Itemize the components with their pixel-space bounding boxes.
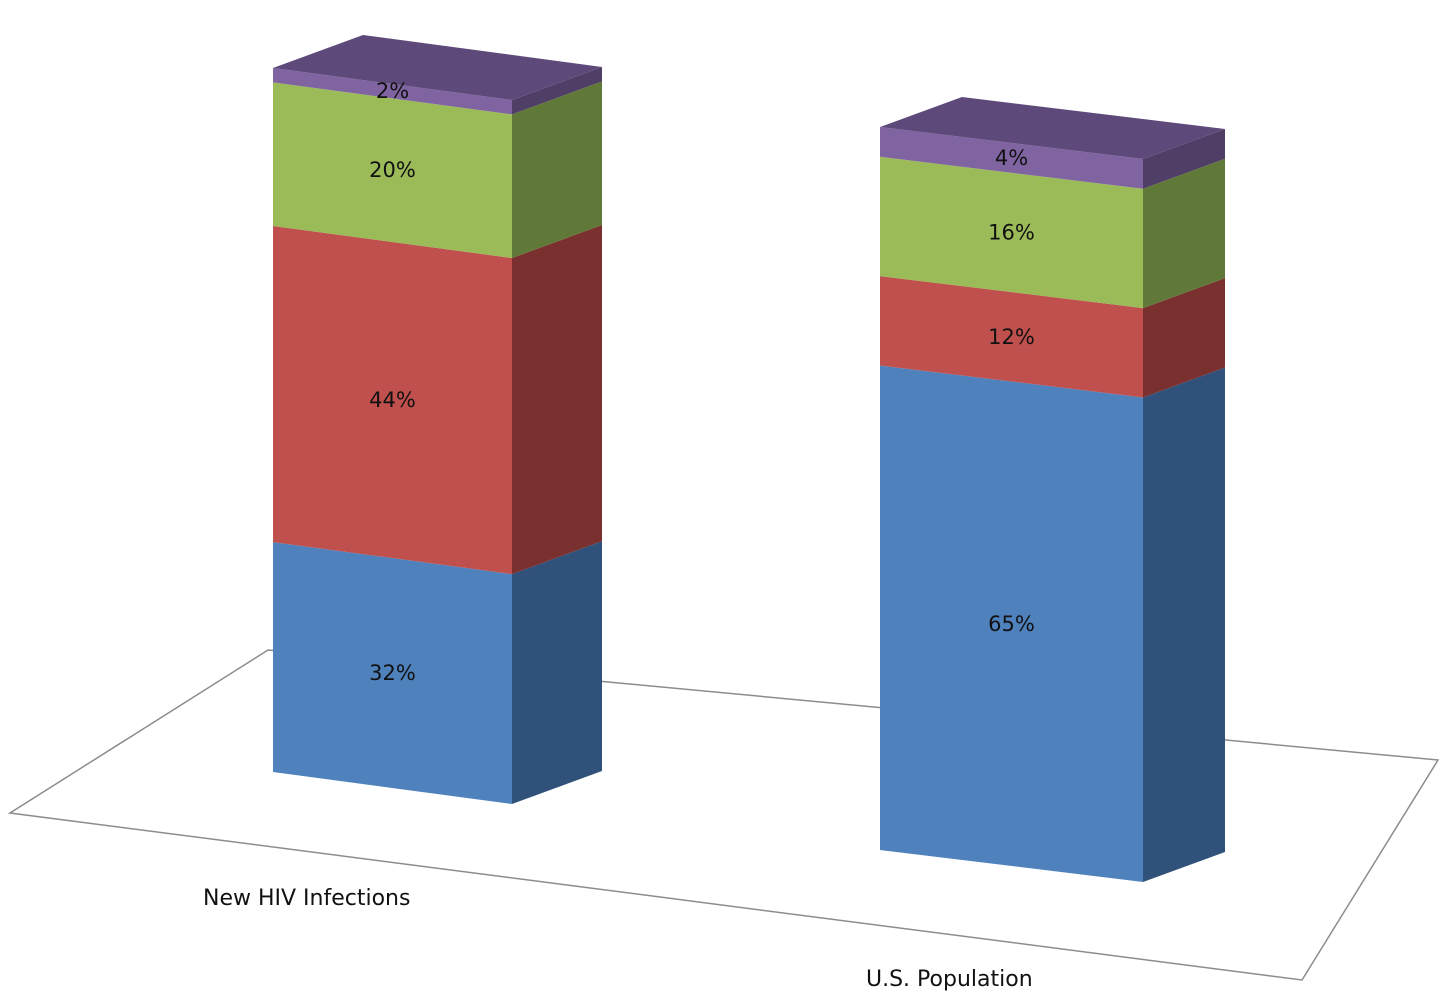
bar-segment-u-s-population-4-front <box>880 127 1143 189</box>
category-label-new-hiv-infections: New HIV Infections <box>203 886 410 911</box>
chart-floor <box>7 649 1440 981</box>
bar-segment-u-s-population-16-front <box>880 156 1143 309</box>
data-label-u-s-population-16: 16% <box>988 220 1035 244</box>
bar-segment-new-hiv-infections-20-front <box>273 82 512 259</box>
bar-segment-u-s-population-12-front <box>880 276 1143 398</box>
bar-segment-u-s-population-4-side <box>1143 129 1225 189</box>
bar-segment-u-s-population-65-side <box>1143 367 1225 882</box>
data-label-new-hiv-infections-2: 2% <box>376 79 409 103</box>
bar-segment-u-s-population-4-top <box>880 97 1225 159</box>
bar-segment-new-hiv-infections-2-side <box>512 67 602 115</box>
category-label-us-population: U.S. Population <box>866 967 1033 992</box>
bar-segment-u-s-population-16-side <box>1143 158 1225 309</box>
data-label-u-s-population-65: 65% <box>988 612 1035 636</box>
bar-segment-new-hiv-infections-44-side <box>512 225 602 575</box>
bar-segment-new-hiv-infections-2-front <box>273 68 512 115</box>
bar-segment-new-hiv-infections-32-side <box>512 541 602 804</box>
bar-segment-new-hiv-infections-32-front <box>273 542 512 804</box>
data-label-new-hiv-infections-20: 20% <box>369 158 416 182</box>
data-label-u-s-population-4: 4% <box>995 146 1028 170</box>
data-label-new-hiv-infections-32: 32% <box>369 661 416 685</box>
bar-segment-new-hiv-infections-2-top <box>273 35 602 100</box>
bar-segment-new-hiv-infections-20-side <box>512 81 602 259</box>
bar-segment-u-s-population-12-side <box>1143 278 1225 398</box>
bar-segment-u-s-population-65-front <box>880 365 1143 882</box>
data-label-u-s-population-12: 12% <box>988 325 1035 349</box>
bars-group: 32% 44% 20% 2% 65% 12% 16% 4% <box>273 35 1225 882</box>
data-label-new-hiv-infections-44: 44% <box>369 388 416 412</box>
bar-segment-new-hiv-infections-44-front <box>273 226 512 575</box>
